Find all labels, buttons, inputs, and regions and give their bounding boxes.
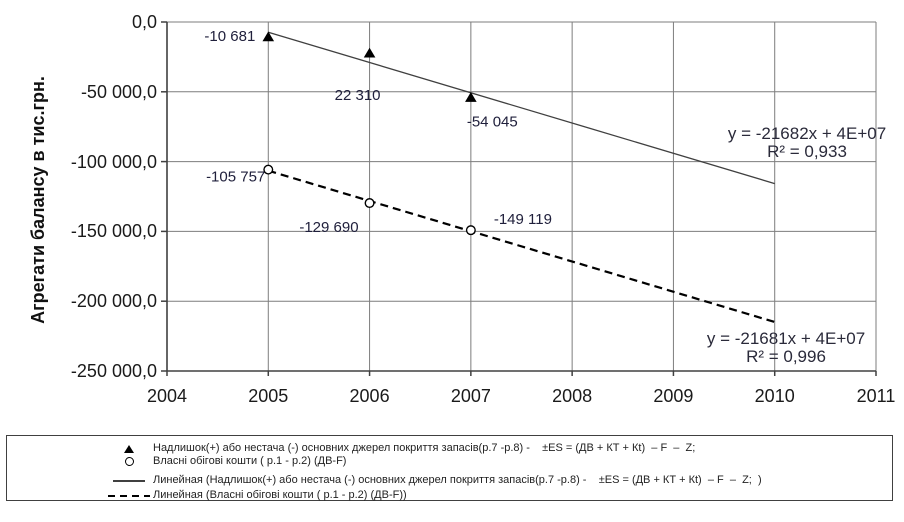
y-tick-label: -200 000,0 (70, 291, 157, 312)
trendline-2-r2: R² = 0,996 (746, 347, 826, 366)
x-tick-label: 2005 (248, 386, 289, 406)
point-label: -149 119 (494, 211, 552, 228)
trendline-1-annotation: y = -21682x + 4E+07 R² = 0,933 (702, 125, 904, 161)
point-label: -10 681 (204, 28, 255, 45)
x-tick-label: 2010 (754, 386, 795, 406)
trendline-dashed (267, 169, 776, 324)
y-tick-label: -150 000,0 (70, 221, 157, 242)
legend-label: Власні обігові кошти ( р.1 - р.2) (ДВ-F) (153, 455, 347, 467)
x-tick-label: 2007 (450, 386, 491, 406)
legend-row: Власні обігові кошти ( р.1 - р.2) (ДВ-F) (7, 455, 892, 468)
trendline-1-r2: R² = 0,933 (767, 142, 847, 161)
point-label: -105 757 (206, 169, 265, 186)
legend-label: Линейная (Надлишок(+) або нестача (-) ос… (153, 474, 762, 486)
y-tick-label: 0,0 (131, 12, 157, 32)
trendline-2-equation: y = -21681x + 4E+07 (706, 329, 866, 348)
x-tick-label: 2004 (146, 386, 188, 406)
triangle-marker (363, 47, 376, 58)
x-tick-label: 2008 (552, 386, 593, 406)
dashed-line-icon (105, 494, 153, 497)
open-circle-glyph (124, 457, 134, 466)
circle-marker (465, 225, 476, 236)
x-tick-label: 2011 (856, 386, 896, 406)
point-label: -129 690 (299, 219, 358, 236)
circle-marker (263, 164, 274, 175)
x-tick-label: 2009 (653, 386, 694, 406)
y-tick-label: -100 000,0 (70, 151, 157, 172)
legend-row: Надлишок(+) або нестача (-) основних дже… (7, 442, 892, 455)
solid-line-glyph (113, 479, 145, 482)
point-label: 22 310 (335, 87, 381, 104)
triangle-marker (262, 31, 275, 42)
trendline-solid (268, 31, 775, 185)
point-label: -54 045 (467, 113, 518, 130)
legend-row: Линейная (Надлишок(+) або нестача (-) ос… (7, 474, 892, 487)
filled-triangle-icon (105, 444, 153, 453)
y-tick-label: -50 000,0 (80, 81, 157, 102)
dashed-line-glyph (108, 494, 150, 497)
trendline-2-annotation: y = -21681x + 4E+07 R² = 0,996 (681, 330, 891, 366)
legend-row: Линейная (Власні обігові кошти ( р.1 - р… (7, 489, 892, 502)
open-circle-icon (105, 457, 153, 466)
circle-marker (364, 198, 375, 209)
legend-label: Линейная (Власні обігові кошти ( р.1 - р… (153, 489, 407, 501)
legend-label: Надлишок(+) або нестача (-) основних дже… (153, 442, 696, 454)
y-tick-label: -250 000,0 (70, 361, 157, 381)
x-tick-label: 2006 (349, 386, 390, 406)
legend-box: Надлишок(+) або нестача (-) основних дже… (6, 435, 893, 501)
trendline-1-equation: y = -21682x + 4E+07 (727, 124, 887, 143)
triangle-marker (465, 92, 477, 102)
solid-line-icon (105, 479, 153, 482)
filled-triangle-glyph (124, 444, 134, 453)
chart-plot-area: -10 681 22 310 -54 045 -105 757 -129 690 -149… (161, 21, 877, 376)
